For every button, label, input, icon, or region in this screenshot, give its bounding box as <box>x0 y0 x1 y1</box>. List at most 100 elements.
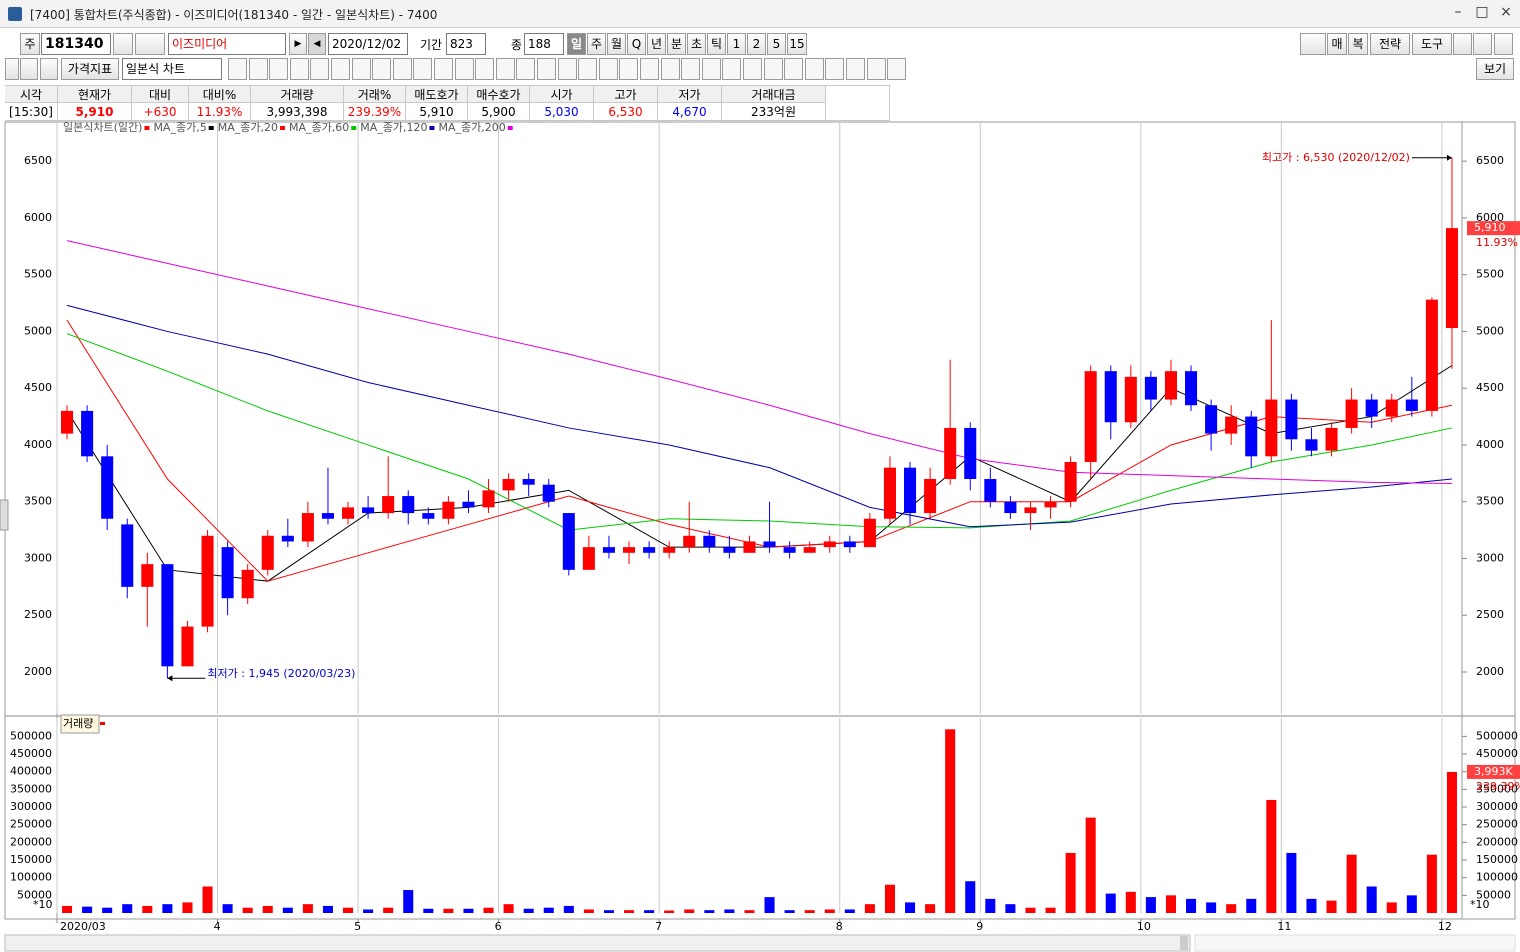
code-input[interactable]: 181340 <box>41 33 111 55</box>
window-control[interactable]: □ <box>1475 4 1489 20</box>
search-button[interactable] <box>113 33 133 55</box>
right-button[interactable]: 매 <box>1327 33 1347 55</box>
tool-icon[interactable] <box>310 58 330 80</box>
volume-bar <box>583 909 594 913</box>
volume-bar <box>182 902 193 913</box>
period-button[interactable]: 주 <box>587 33 606 55</box>
volume-bar <box>1145 897 1156 913</box>
tool-icon[interactable] <box>598 58 618 80</box>
tool-icon[interactable] <box>351 58 371 80</box>
volume-bar <box>864 904 875 913</box>
indicator-button[interactable]: 가격지표 <box>61 58 119 80</box>
tool-icon[interactable] <box>681 58 701 80</box>
y-tick-label: 50000 <box>17 888 52 901</box>
window-control[interactable]: × <box>1500 4 1512 20</box>
chart-type-select[interactable]: 일본식 차트 <box>122 58 222 80</box>
quote-value: 239.39% <box>344 103 406 121</box>
period-input[interactable]: 823 <box>446 33 486 55</box>
date-input[interactable]: 2020/12/02 <box>328 33 408 55</box>
tool-icon[interactable] <box>454 58 474 80</box>
period-button[interactable]: Q <box>627 33 646 55</box>
candle-body <box>843 541 856 548</box>
period-button[interactable]: 분 <box>667 33 686 55</box>
tool-icon[interactable] <box>392 58 412 80</box>
period-button[interactable]: 년 <box>647 33 666 55</box>
volume-bar <box>764 897 775 913</box>
volume-bar <box>322 905 333 913</box>
y-tick-label: 150000 <box>10 853 52 866</box>
tool-icon[interactable] <box>825 58 845 80</box>
tool-icon[interactable] <box>331 58 350 80</box>
view-button[interactable]: 보기 <box>1476 58 1514 80</box>
tool-icon[interactable] <box>557 58 577 80</box>
period-button[interactable]: 초 <box>687 33 706 55</box>
tool-icon[interactable] <box>722 58 742 80</box>
period-button[interactable]: 5 <box>767 33 786 55</box>
tool-icon[interactable] <box>434 58 453 80</box>
tool-icon[interactable] <box>660 58 680 80</box>
right-button[interactable]: 복 <box>1348 33 1368 55</box>
tool-icon[interactable] <box>804 58 824 80</box>
period-button[interactable]: 월 <box>607 33 626 55</box>
volume-bar <box>824 909 835 913</box>
period-button[interactable]: 일 <box>567 33 586 55</box>
prev-button[interactable]: ◀ <box>308 33 326 55</box>
tool-icon[interactable] <box>289 58 309 80</box>
tool-icon[interactable] <box>619 58 639 80</box>
count-input[interactable]: 188 <box>524 33 564 55</box>
volume-bar <box>503 904 514 913</box>
icon-button[interactable] <box>1494 33 1513 55</box>
period-button[interactable]: 1 <box>727 33 746 55</box>
quote-header: 현재가 <box>58 85 132 103</box>
candle-body <box>743 541 756 553</box>
tool-icon[interactable] <box>413 58 433 80</box>
quote-value: 5,900 <box>468 103 530 121</box>
candle-body <box>703 535 716 548</box>
tool-icon[interactable] <box>866 58 886 80</box>
tool-icon[interactable] <box>640 58 659 80</box>
scrollbar <box>4 934 1191 952</box>
sort-button[interactable] <box>135 33 165 55</box>
period-button[interactable]: 15 <box>787 33 807 55</box>
quote-header: 시각 <box>5 85 58 103</box>
unit-label: *10 <box>33 898 53 911</box>
tool-icon[interactable] <box>248 58 268 80</box>
tool-icon[interactable] <box>372 58 392 80</box>
candle-body <box>321 513 334 519</box>
period-button[interactable]: 틱 <box>707 33 726 55</box>
tool-icon[interactable] <box>537 58 556 80</box>
icon-button[interactable] <box>1300 33 1326 55</box>
zoom-button[interactable] <box>20 58 38 80</box>
candle-body <box>1124 376 1137 423</box>
y-tick-label: 4000 <box>24 438 52 451</box>
tool-icon[interactable] <box>763 58 783 80</box>
next-button[interactable]: ▶ <box>289 33 307 55</box>
tool-icon[interactable] <box>887 58 907 80</box>
right-button[interactable]: 전략 <box>1370 33 1410 55</box>
market-button[interactable]: 주 <box>20 33 40 55</box>
tool-icon[interactable] <box>475 58 495 80</box>
period-button[interactable]: 2 <box>747 33 766 55</box>
scroll-button[interactable] <box>5 58 19 80</box>
quote-header: 거래% <box>344 85 406 103</box>
icon-button[interactable] <box>1473 33 1492 55</box>
tool-icon[interactable] <box>228 58 247 80</box>
name-input[interactable]: 이즈미디어 <box>168 33 286 55</box>
candle-body <box>141 564 154 587</box>
tool-icon[interactable] <box>743 58 762 80</box>
volume-bar <box>804 910 815 913</box>
tool-icon[interactable] <box>578 58 598 80</box>
tool-icon[interactable] <box>269 58 289 80</box>
volume-bar <box>302 904 313 913</box>
icon-button[interactable] <box>1453 33 1472 55</box>
last-price-box <box>1467 221 1520 236</box>
tool-icon[interactable] <box>784 58 804 80</box>
tool-icon[interactable] <box>846 58 865 80</box>
volume-bar <box>644 910 655 913</box>
edit-button[interactable] <box>40 58 58 80</box>
tool-icon[interactable] <box>701 58 721 80</box>
right-button[interactable]: 도구 <box>1412 33 1452 55</box>
window-control[interactable]: – <box>1454 4 1462 20</box>
tool-icon[interactable] <box>516 58 536 80</box>
tool-icon[interactable] <box>495 58 515 80</box>
